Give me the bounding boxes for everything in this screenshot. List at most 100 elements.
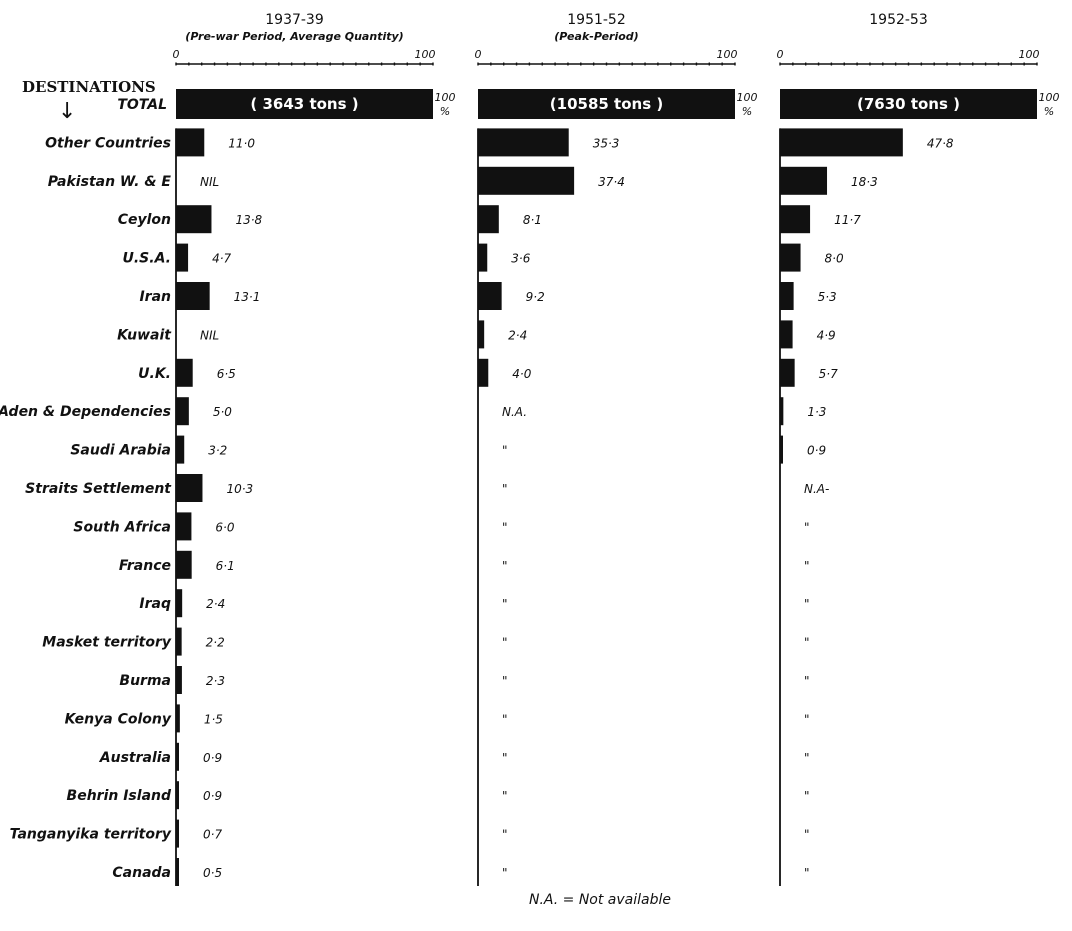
value-label-0-8: 5·0 [213,405,232,419]
value-label-2-14: " [804,636,810,650]
row-label-7: U.K. [138,366,171,382]
period-title-1: 1951-52 [567,12,626,28]
total-percent-1: 100 [737,91,758,104]
total-percent-sign-0: % [440,105,450,118]
value-label-0-2: NIL [200,175,219,189]
bar-0-19 [176,819,179,848]
value-label-0-15: 2·3 [206,674,225,688]
value-label-2-11: " [804,520,810,534]
bar-1-7 [478,358,489,387]
value-label-1-16: " [502,712,508,726]
value-label-1-15: " [502,674,508,688]
value-label-0-14: 2·2 [206,636,225,650]
bar-0-14 [176,627,182,656]
period-subtitle-0: (Pre-war Period, Average Quantity) [185,30,403,43]
value-label-0-16: 1·5 [204,712,223,726]
value-label-0-3: 13·8 [235,213,262,227]
row-label-19: Tanganyika territory [10,827,172,843]
row-label-20: Canada [112,865,171,881]
total-percent-2: 100 [1039,91,1060,104]
value-label-2-7: 5·7 [819,367,838,381]
value-label-2-18: " [804,789,810,803]
value-label-1-20: " [502,866,508,880]
value-label-2-1: 47·8 [927,136,954,150]
bar-0-3 [176,205,212,234]
bar-0-18 [176,781,179,810]
bar-1-4 [478,243,488,272]
value-label-0-17: 0·9 [203,751,222,765]
row-label-9: Saudi Arabia [70,443,171,459]
bar-2-1 [780,128,903,157]
bar-2-8 [780,397,784,426]
value-label-1-10: " [502,482,508,496]
value-label-0-6: NIL [200,328,219,342]
value-label-0-11: 6·0 [215,520,234,534]
bar-1-3 [478,205,499,234]
bar-2-6 [780,320,793,349]
axis-min-label-2: 0 [777,48,784,61]
axis-max-label-1: 100 [717,48,738,61]
period-title-0: 1937-39 [265,12,324,28]
value-label-1-14: " [502,636,508,650]
value-label-2-17: " [804,751,810,765]
row-label-15: Burma [119,673,171,689]
row-label-5: Iran [139,289,171,305]
axis-max-label-0: 100 [415,48,436,61]
value-label-2-9: 0·9 [807,444,826,458]
value-label-1-1: 35·3 [593,136,620,150]
value-label-2-6: 4·9 [817,328,836,342]
value-label-2-4: 8·0 [825,252,844,266]
value-label-2-10: N.A- [804,482,829,496]
bar-0-5 [176,282,210,310]
bar-2-5 [780,282,794,310]
value-label-0-20: 0·5 [203,866,222,880]
bar-0-8 [176,397,189,426]
bar-1-5 [478,282,502,310]
bar-0-4 [176,243,189,272]
footnote: N.A. = Not available [529,892,671,908]
axis-max-label-2: 100 [1019,48,1040,61]
value-label-1-7: 4·0 [512,367,531,381]
row-label-3: Ceylon [118,212,171,228]
value-label-0-5: 13·1 [234,290,261,304]
bar-2-3 [780,205,811,234]
total-bar-label-2: (7630 tons ) [857,95,960,113]
value-label-1-8: N.A. [502,405,527,419]
bar-0-12 [176,550,192,579]
value-label-0-13: 2·4 [206,597,225,611]
value-label-0-1: 11·0 [228,136,255,150]
value-label-1-6: 2·4 [508,328,527,342]
period-title-2: 1952-53 [869,12,928,28]
value-label-0-18: 0·9 [203,789,222,803]
value-label-1-18: " [502,789,508,803]
total-percent-sign-2: % [1044,105,1054,118]
value-label-2-12: " [804,559,810,573]
down-arrow-icon: ↓ [58,99,76,124]
row-label-1: Other Countries [45,135,171,151]
axis-min-label-1: 0 [475,48,482,61]
value-label-2-3: 11·7 [834,213,861,227]
bar-1-2 [478,166,575,195]
bar-2-4 [780,243,801,272]
row-label-6: Kuwait [117,327,172,343]
value-label-0-9: 3·2 [208,444,227,458]
row-label-4: U.S.A. [122,251,171,267]
total-bar-0 [176,89,433,119]
value-label-1-17: " [502,751,508,765]
row-label-18: Behrin Island [67,788,172,804]
value-label-0-19: 0·7 [203,828,222,842]
row-label-2: Pakistan W. & E [48,174,172,190]
destinations-header: DESTINATIONS [22,78,156,96]
value-label-1-5: 9·2 [526,290,545,304]
bar-2-9 [780,435,783,464]
value-label-2-16: " [804,712,810,726]
total-bar-2 [780,89,1037,119]
bar-0-7 [176,358,193,387]
value-label-1-2: 37·4 [598,175,625,189]
row-label-16: Kenya Colony [65,711,172,727]
bar-1-6 [478,320,485,349]
row-label-14: Masket territory [42,635,172,651]
value-label-2-8: 1·3 [807,405,826,419]
value-label-0-7: 6·5 [217,367,236,381]
